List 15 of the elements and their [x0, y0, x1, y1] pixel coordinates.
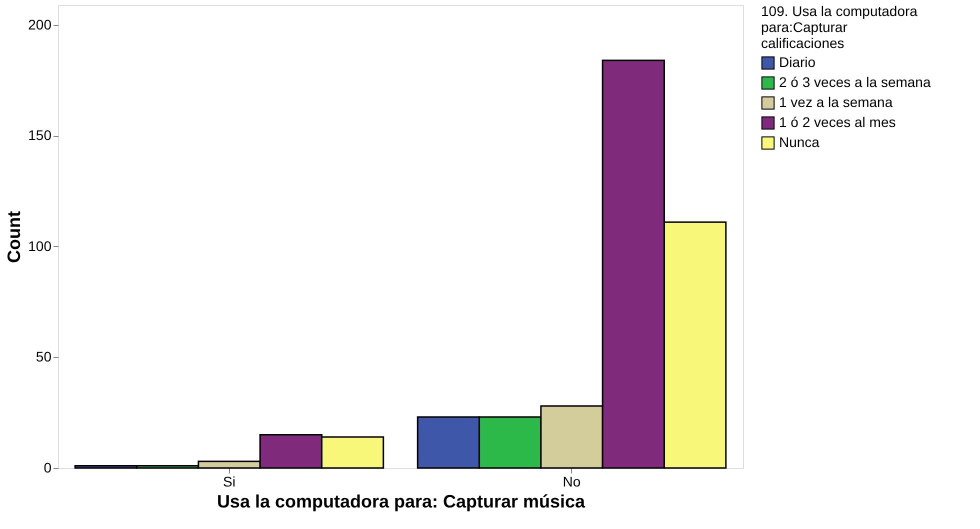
legend-label: 1 vez a la semana — [779, 94, 893, 110]
legend-label: 2 ó 3 veces a la semana — [779, 74, 931, 90]
y-tick-label: 0 — [44, 460, 52, 476]
x-tick-label: No — [562, 474, 581, 490]
y-tick-label: 200 — [28, 16, 52, 32]
x-tick-label: Si — [223, 474, 236, 490]
legend-label: 1 ó 2 veces al mes — [779, 114, 896, 130]
legend-label: Nunca — [779, 134, 820, 150]
y-tick-label: 150 — [28, 127, 52, 144]
legend-title: 109. Usa la computadora para:Capturar calificaciones — [761, 3, 918, 51]
y-axis-title: Count — [4, 211, 24, 263]
legend-label: Diario — [779, 54, 816, 70]
x-axis-title: Usa la computadora para: Capturar música — [216, 492, 586, 512]
y-tick-label: 100 — [28, 238, 52, 254]
y-tick-label: 50 — [36, 348, 52, 365]
